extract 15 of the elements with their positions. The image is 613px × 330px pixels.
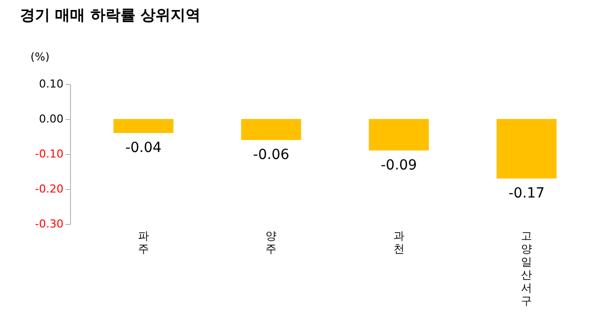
- y-tick-label: 0.00: [39, 112, 64, 126]
- data-label: -0.06: [253, 147, 290, 163]
- data-label: -0.04: [125, 140, 162, 156]
- data-label: -0.17: [508, 186, 545, 202]
- y-tick-label: -0.30: [35, 218, 64, 230]
- y-tick-label: 0.10: [39, 78, 64, 90]
- x-tick-label: 고양 일산서구: [521, 230, 532, 308]
- y-tick-label: -0.20: [35, 182, 64, 196]
- y-tick-label: -0.10: [35, 148, 64, 160]
- data-label: -0.09: [380, 158, 417, 174]
- x-tick-label: 파주: [138, 230, 149, 256]
- x-tick-label: 과천: [393, 230, 404, 256]
- chart-title: 경기 매매 하락률 상위지역: [20, 6, 201, 24]
- x-tick-label: 양주: [266, 230, 277, 256]
- y-axis-title: (%): [30, 50, 50, 64]
